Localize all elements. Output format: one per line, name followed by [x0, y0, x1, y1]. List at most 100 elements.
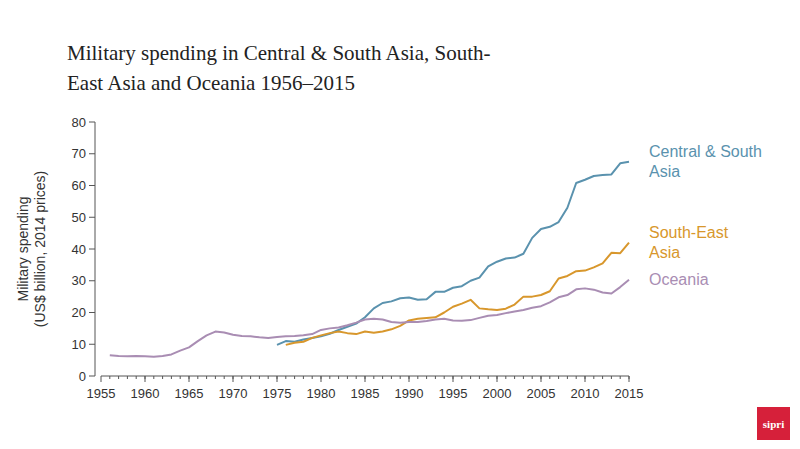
- x-minor-tick: [602, 376, 603, 379]
- x-tick-label: 1970: [219, 386, 248, 401]
- series-line: [110, 280, 629, 357]
- x-tick-label: 2015: [615, 386, 644, 401]
- x-minor-tick: [611, 376, 612, 379]
- y-tick-label: 60: [72, 178, 86, 193]
- series-line: [277, 162, 629, 345]
- x-tick: [497, 376, 498, 382]
- chart-svg: 0102030405060708019551960196519701975198…: [0, 0, 800, 449]
- series-label-line: South-East: [649, 224, 729, 241]
- x-tick: [233, 376, 234, 382]
- series-label-line: Asia: [649, 163, 680, 180]
- x-minor-tick: [109, 376, 110, 379]
- x-minor-tick: [241, 376, 242, 379]
- x-minor-tick: [250, 376, 251, 379]
- x-minor-tick: [197, 376, 198, 379]
- series-line: [286, 243, 629, 345]
- x-minor-tick: [259, 376, 260, 379]
- x-minor-tick: [118, 376, 119, 379]
- x-tick: [189, 376, 190, 382]
- x-minor-tick: [470, 376, 471, 379]
- x-tick-label: 1965: [175, 386, 204, 401]
- y-tick-label: 40: [72, 242, 86, 257]
- y-axis-label: Military spending(US$ billion, 2014 pric…: [15, 171, 48, 327]
- x-tick: [277, 376, 278, 382]
- y-axis-label-line: Military spending: [15, 196, 31, 301]
- x-tick-label: 1980: [307, 386, 336, 401]
- chart-title: Military spending in Central & South Asi…: [67, 38, 497, 98]
- x-minor-tick: [312, 376, 313, 379]
- x-minor-tick: [523, 376, 524, 379]
- series-label: South-East Asia: [649, 224, 729, 261]
- series-label-line: Oceania: [649, 271, 709, 288]
- x-minor-tick: [171, 376, 172, 379]
- x-tick-label: 1960: [131, 386, 160, 401]
- y-tick: [89, 122, 95, 123]
- x-minor-tick: [127, 376, 128, 379]
- y-tick: [89, 217, 95, 218]
- y-tick-label: 50: [72, 210, 86, 225]
- x-minor-tick: [382, 376, 383, 379]
- x-minor-tick: [400, 376, 401, 379]
- x-minor-tick: [567, 376, 568, 379]
- x-minor-tick: [435, 376, 436, 379]
- x-minor-tick: [224, 376, 225, 379]
- x-tick: [585, 376, 586, 382]
- x-minor-tick: [285, 376, 286, 379]
- x-tick: [629, 376, 630, 382]
- x-tick-label: 2000: [483, 386, 512, 401]
- chart-root: Military spending in Central & South Asi…: [0, 0, 800, 449]
- x-minor-tick: [593, 376, 594, 379]
- series-label: Oceania: [649, 271, 709, 288]
- x-minor-tick: [338, 376, 339, 379]
- x-minor-tick: [347, 376, 348, 379]
- x-minor-tick: [206, 376, 207, 379]
- y-tick-label: 30: [72, 273, 86, 288]
- x-tick: [453, 376, 454, 382]
- x-minor-tick: [153, 376, 154, 379]
- x-minor-tick: [558, 376, 559, 379]
- x-minor-tick: [294, 376, 295, 379]
- x-tick-label: 1955: [87, 386, 116, 401]
- y-tick: [89, 376, 95, 377]
- x-minor-tick: [373, 376, 374, 379]
- x-minor-tick: [268, 376, 269, 379]
- x-minor-tick: [136, 376, 137, 379]
- x-minor-tick: [620, 376, 621, 379]
- series-label-line: Central & South: [649, 143, 762, 160]
- y-tick: [89, 344, 95, 345]
- x-tick-label: 2005: [527, 386, 556, 401]
- y-tick: [89, 249, 95, 250]
- y-tick-label: 20: [72, 305, 86, 320]
- y-tick-label: 10: [72, 337, 86, 352]
- x-tick-label: 1995: [439, 386, 468, 401]
- x-tick: [409, 376, 410, 382]
- y-axis-label-line: (US$ billion, 2014 prices): [32, 171, 48, 327]
- x-minor-tick: [549, 376, 550, 379]
- x-tick-label: 1985: [351, 386, 380, 401]
- x-minor-tick: [488, 376, 489, 379]
- x-minor-tick: [514, 376, 515, 379]
- y-tick: [89, 280, 95, 281]
- x-minor-tick: [505, 376, 506, 379]
- x-minor-tick: [215, 376, 216, 379]
- x-tick: [101, 376, 102, 382]
- y-tick: [89, 312, 95, 313]
- x-tick-label: 1990: [395, 386, 424, 401]
- x-minor-tick: [356, 376, 357, 379]
- x-minor-tick: [391, 376, 392, 379]
- series-label: Central & South Asia: [649, 143, 762, 180]
- x-tick: [145, 376, 146, 382]
- x-tick: [321, 376, 322, 382]
- x-minor-tick: [479, 376, 480, 379]
- x-minor-tick: [444, 376, 445, 379]
- x-minor-tick: [180, 376, 181, 379]
- x-tick-label: 2010: [571, 386, 600, 401]
- x-tick: [365, 376, 366, 382]
- y-tick-label: 0: [79, 369, 86, 384]
- x-minor-tick: [329, 376, 330, 379]
- series-label-line: Asia: [649, 244, 680, 261]
- x-minor-tick: [532, 376, 533, 379]
- logo-text: sipri: [763, 418, 784, 430]
- x-minor-tick: [576, 376, 577, 379]
- x-minor-tick: [461, 376, 462, 379]
